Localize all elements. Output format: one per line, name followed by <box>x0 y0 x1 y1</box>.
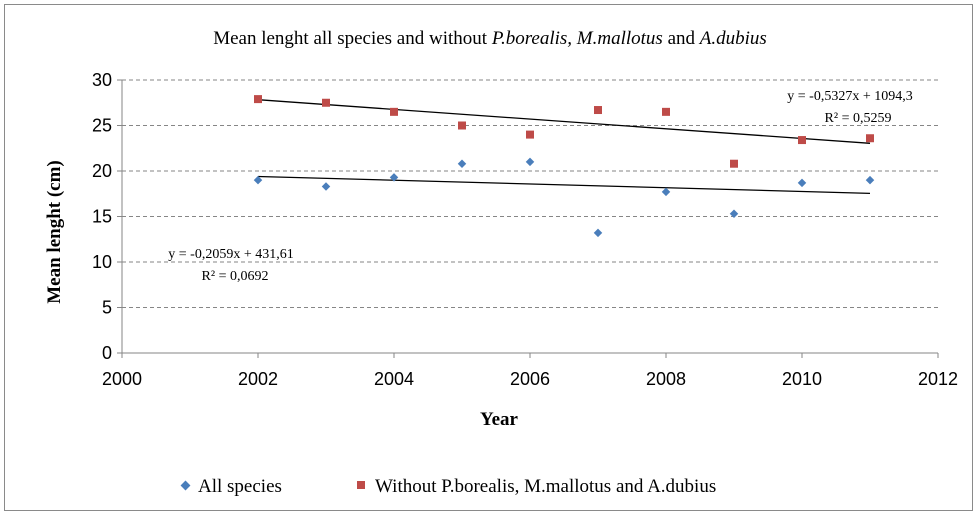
title-part-3: A.dubius <box>698 28 767 49</box>
y-tick-label-0: 0 <box>102 343 112 363</box>
point-series-0-4 <box>525 157 535 167</box>
trendline-equation-blue: y = -0,2059x + 431,61 <box>168 247 293 262</box>
title-part-2: and <box>663 28 700 49</box>
x-tick-label-2008: 2008 <box>646 369 686 389</box>
point-series-1-0 <box>254 95 262 104</box>
chart-title: Mean lenght all species and without P.bo… <box>213 28 767 49</box>
point-series-0-8 <box>797 178 807 188</box>
trendline-series-1 <box>257 99 871 144</box>
trendline-equation-red: y = -0,5327x + 1094,3 <box>787 89 912 104</box>
point-series-0-1 <box>321 182 331 191</box>
point-series-1-4 <box>526 130 534 139</box>
point-series-0-0 <box>253 175 263 185</box>
grid <box>122 79 938 308</box>
point-series-1-2 <box>390 107 398 116</box>
point-series-1-5 <box>594 106 602 115</box>
x-tick-label-2012: 2012 <box>918 369 958 389</box>
x-tick-label-2004: 2004 <box>374 369 414 389</box>
y-ticks: 0 5 10 15 20 25 30 <box>92 70 122 363</box>
x-tick-label-2000: 2000 <box>102 369 142 389</box>
point-series-1-1 <box>322 98 330 107</box>
legend-label-without: Without P.borealis, M.mallotus and A.dub… <box>375 476 716 497</box>
trendline-r2-red: R² = 0,5259 <box>825 111 892 126</box>
x-ticks: 2000 2002 2004 2006 2008 2010 2012 <box>102 353 958 389</box>
y-axis-label: Mean lenght (cm) <box>44 160 65 304</box>
y-tick-label-10: 10 <box>92 252 112 272</box>
point-series-1-3 <box>458 121 466 130</box>
legend-label-all-species: All species <box>198 476 282 497</box>
x-tick-label-2002: 2002 <box>238 369 278 389</box>
point-series-1-6 <box>662 107 670 116</box>
y-tick-label-15: 15 <box>92 207 112 227</box>
y-tick-label-20: 20 <box>92 161 112 181</box>
x-tick-label-2006: 2006 <box>510 369 550 389</box>
x-tick-label-2010: 2010 <box>782 369 822 389</box>
trendline-series-0 <box>257 175 871 194</box>
point-series-0-9 <box>865 175 875 185</box>
x-axis-label: Year <box>480 409 519 430</box>
y-tick-label-30: 30 <box>92 70 112 90</box>
point-series-1-9 <box>866 134 874 143</box>
y-tick-label-25: 25 <box>92 116 112 136</box>
chart-frame <box>4 4 973 511</box>
trendlines <box>257 99 871 194</box>
point-series-1-7 <box>730 159 738 168</box>
data-points <box>253 95 875 238</box>
point-series-0-3 <box>457 159 467 168</box>
point-series-0-5 <box>593 228 603 238</box>
title-part-0: Mean lenght all species and without <box>213 28 492 49</box>
trendline-r2-blue: R² = 0,0692 <box>202 269 269 284</box>
point-series-0-6 <box>661 187 671 197</box>
title-part-1: P.borealis, M.mallotus <box>491 28 663 49</box>
point-series-1-8 <box>798 136 806 145</box>
point-series-0-2 <box>389 173 399 182</box>
y-tick-label-5: 5 <box>102 298 112 318</box>
legend-marker-without <box>357 481 365 489</box>
legend: All species Without P.borealis, M.mallot… <box>180 476 716 497</box>
legend-marker-all-species <box>180 480 191 491</box>
